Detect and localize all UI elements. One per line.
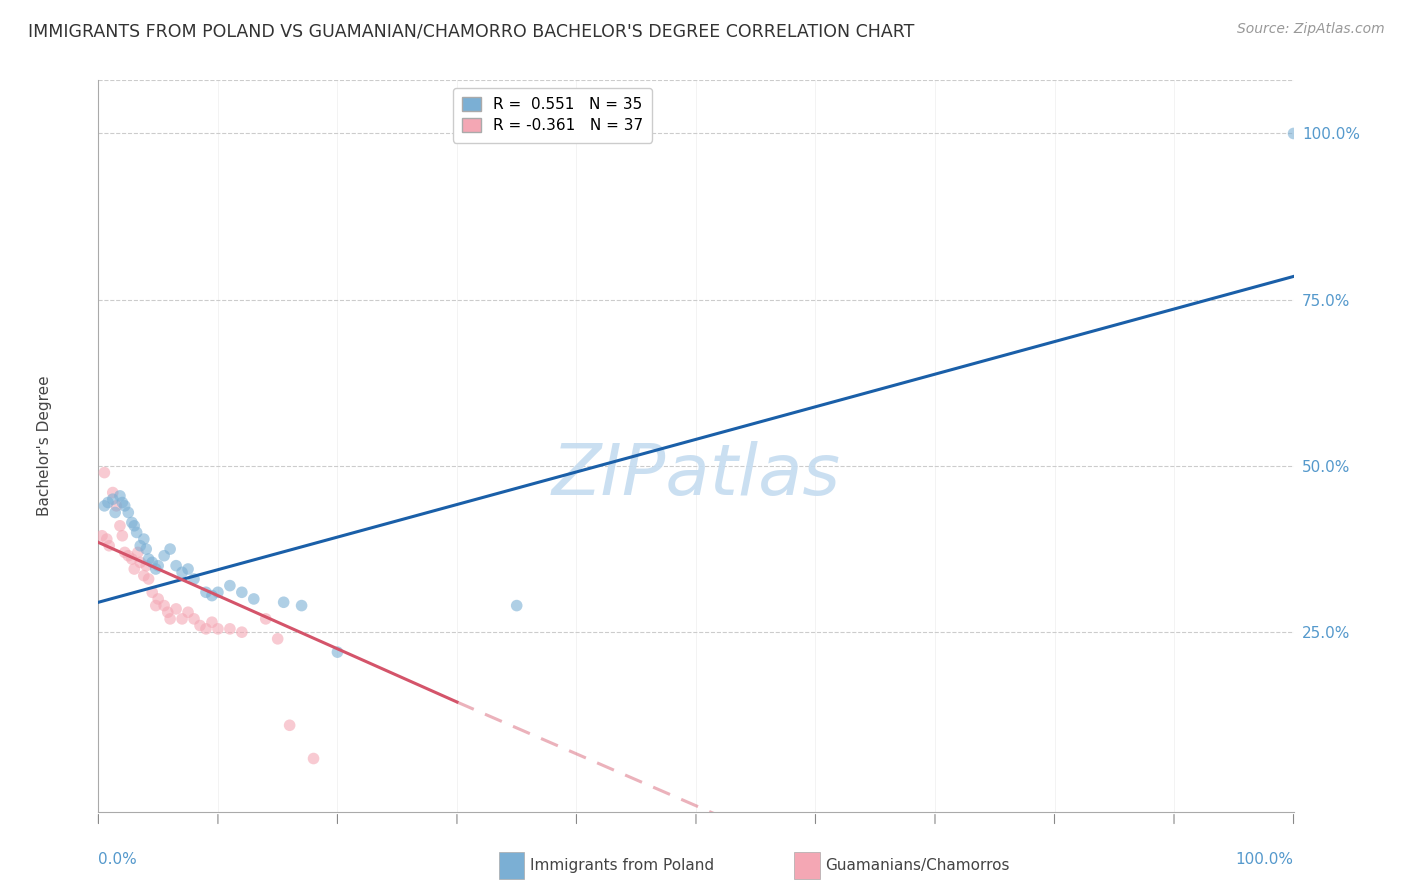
Point xyxy=(188,618,211,632)
Point xyxy=(124,562,146,576)
Point xyxy=(153,599,176,613)
Point xyxy=(124,518,146,533)
Point xyxy=(93,466,115,480)
Point xyxy=(172,612,194,626)
Point xyxy=(108,518,131,533)
Point xyxy=(183,612,205,626)
Point xyxy=(156,605,179,619)
Point xyxy=(159,542,181,557)
Text: Source: ZipAtlas.com: Source: ZipAtlas.com xyxy=(1237,22,1385,37)
Legend: R =  0.551   N = 35, R = -0.361   N = 37: R = 0.551 N = 35, R = -0.361 N = 37 xyxy=(453,88,652,143)
Point xyxy=(148,591,170,606)
Point xyxy=(201,589,224,603)
Point xyxy=(129,555,152,569)
Point xyxy=(145,599,167,613)
Point xyxy=(273,595,295,609)
Point xyxy=(172,566,194,580)
Point xyxy=(194,585,218,599)
Point xyxy=(302,751,325,765)
Point xyxy=(121,552,143,566)
Point xyxy=(129,539,152,553)
Point xyxy=(148,558,170,573)
Point xyxy=(97,495,120,509)
Point xyxy=(219,579,242,593)
Point xyxy=(111,495,134,509)
Point xyxy=(194,622,218,636)
Text: Immigrants from Poland: Immigrants from Poland xyxy=(530,858,714,872)
Point xyxy=(177,562,200,576)
Point xyxy=(101,492,124,507)
Point xyxy=(98,539,121,553)
Point xyxy=(138,552,160,566)
Point xyxy=(153,549,176,563)
Point xyxy=(141,555,163,569)
Point xyxy=(141,585,163,599)
Point xyxy=(91,529,114,543)
Point xyxy=(231,625,253,640)
Point xyxy=(506,599,529,613)
Point xyxy=(243,591,266,606)
Point xyxy=(183,572,205,586)
Point xyxy=(117,506,139,520)
Point xyxy=(96,532,118,546)
Point xyxy=(127,545,149,559)
Text: Bachelor's Degree: Bachelor's Degree xyxy=(37,376,52,516)
Text: 100.0%: 100.0% xyxy=(1236,852,1294,867)
Text: 0.0%: 0.0% xyxy=(98,852,138,867)
Point xyxy=(219,622,242,636)
Point xyxy=(165,602,187,616)
Point xyxy=(326,645,349,659)
Point xyxy=(125,525,148,540)
Point xyxy=(138,572,160,586)
Point xyxy=(201,615,224,630)
Point xyxy=(108,489,131,503)
Point xyxy=(165,558,187,573)
Text: IMMIGRANTS FROM POLAND VS GUAMANIAN/CHAMORRO BACHELOR'S DEGREE CORRELATION CHART: IMMIGRANTS FROM POLAND VS GUAMANIAN/CHAM… xyxy=(28,22,914,40)
Point xyxy=(145,562,167,576)
Point xyxy=(117,549,139,563)
Point xyxy=(132,532,155,546)
Point xyxy=(104,506,127,520)
Point xyxy=(135,558,157,573)
Point xyxy=(132,568,155,582)
Text: ZIPatlas: ZIPatlas xyxy=(551,441,841,509)
Point xyxy=(1282,127,1305,141)
Point xyxy=(114,499,136,513)
Point xyxy=(291,599,314,613)
Point xyxy=(114,545,136,559)
Point xyxy=(101,485,124,500)
Point xyxy=(231,585,253,599)
Point xyxy=(135,542,157,557)
Point xyxy=(177,605,200,619)
Point xyxy=(278,718,301,732)
Point xyxy=(111,529,134,543)
Point xyxy=(207,585,229,599)
Text: Guamanians/Chamorros: Guamanians/Chamorros xyxy=(825,858,1010,872)
Point xyxy=(207,622,229,636)
Point xyxy=(159,612,181,626)
Point xyxy=(105,499,128,513)
Point xyxy=(267,632,290,646)
Point xyxy=(121,516,143,530)
Point xyxy=(93,499,115,513)
Point xyxy=(254,612,277,626)
